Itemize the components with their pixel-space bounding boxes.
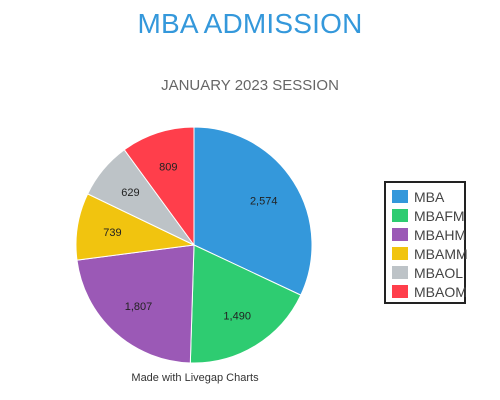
slice-value-label-mba: 2,574 [250, 196, 278, 208]
legend-item-mbafm: MBAFM [392, 206, 465, 225]
legend-item-mbahm: MBAHM [392, 225, 466, 244]
slice-value-label-mbafm: 1,490 [223, 310, 251, 322]
slice-value-label-mbahm: 1,807 [125, 301, 153, 313]
pie-slice-mbahm [76, 244, 195, 364]
slice-value-label-mbamm: 739 [103, 227, 121, 239]
legend-label: MBAMM [414, 245, 468, 262]
legend-item-mbamm: MBAMM [392, 244, 468, 263]
legend-swatch [392, 247, 408, 260]
legend-item-mba: MBA [392, 187, 458, 206]
chart-credit: Made with Livegap Charts [131, 372, 259, 384]
legend-swatch [392, 266, 408, 279]
legend-item-mbaom: MBAOM [392, 282, 467, 301]
chart-title: MBA ADMISSION [137, 8, 363, 39]
legend-label: MBAHM [414, 226, 467, 243]
legend-swatch [392, 190, 408, 203]
slice-value-label-mbaol: 629 [121, 187, 139, 199]
legend-label: MBAOL [414, 264, 464, 281]
chart-subtitle: JANUARY 2023 SESSION [161, 77, 339, 94]
chart-legend: MBA MBAFM MBAHM MBAMM MBAOL MBAOM [384, 181, 468, 304]
legend-swatch [392, 228, 408, 241]
legend-label: MBA [414, 188, 445, 205]
pie-slice-mbaom [123, 126, 195, 247]
legend-swatch [392, 285, 408, 298]
legend-swatch [392, 209, 408, 222]
legend-label: MBAOM [414, 283, 467, 300]
legend-label: MBAFM [414, 207, 465, 224]
pie-slice-mba [193, 126, 313, 296]
slice-value-label-mbaom: 809 [159, 161, 177, 173]
legend-item-mbaol: MBAOL [392, 263, 463, 282]
pie-slice-mbafm [189, 244, 302, 364]
